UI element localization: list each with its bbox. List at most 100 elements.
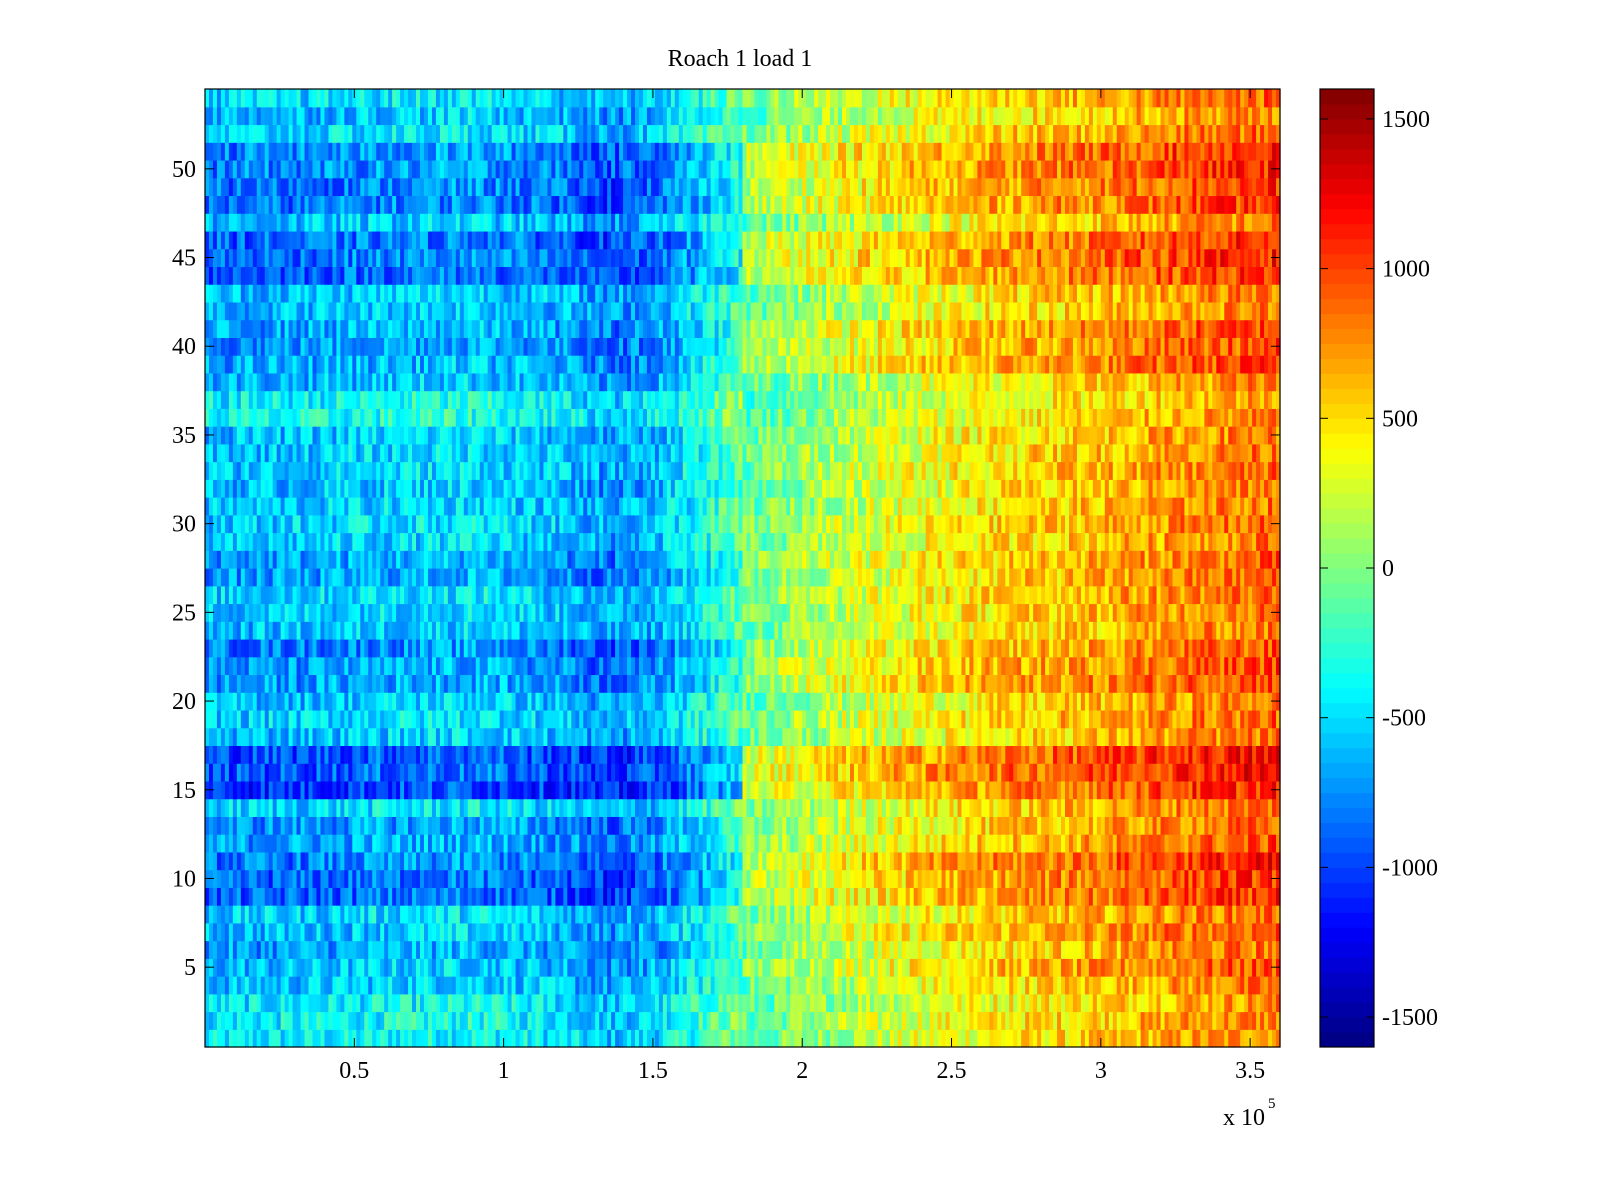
heatmap-cell [324,745,330,764]
heatmap-cell [372,940,377,959]
heatmap-cell [1256,887,1261,906]
heatmap-cell [830,958,835,977]
heatmap-cell [1084,887,1090,906]
heatmap-cell [595,922,600,942]
heatmap-cell [702,709,708,729]
heatmap-cell [806,745,811,764]
heatmap-cell [834,798,839,817]
heatmap-cell [1128,869,1134,888]
heatmap-cell [1156,993,1162,1013]
heatmap-cell [435,976,441,995]
heatmap-cell [925,763,931,782]
heatmap-cell [380,887,385,906]
heatmap-cell [638,745,644,764]
heatmap-cell [969,1029,975,1048]
heatmap-cell [276,834,282,853]
heatmap-cell [786,940,791,959]
heatmap-cell [1017,834,1022,853]
heatmap-cell [352,834,357,853]
heatmap-cell [1256,816,1261,835]
heatmap-cell [750,869,756,888]
heatmap-cell [579,798,584,817]
heatmap-cell [1124,780,1130,800]
heatmap-cell [1072,1011,1078,1030]
heatmap-cell [838,993,843,1013]
heatmap-cell [1061,851,1066,871]
heatmap-cell [670,727,676,747]
heatmap-cell [384,816,389,835]
heatmap-cell [356,958,361,977]
heatmap-cell [443,709,449,729]
heatmap-cell [507,958,513,977]
heatmap-cell [555,869,560,888]
heatmap-cell [607,905,612,924]
heatmap-cell [746,905,752,924]
heatmap-cell [416,727,421,747]
heatmap-cell [1021,976,1026,995]
heatmap-cell [1164,834,1170,853]
heatmap-cell [451,780,457,800]
heatmap-cell [1148,905,1154,924]
heatmap-cell [746,798,752,817]
heatmap-cell [340,816,345,835]
heatmap-cell [754,834,760,853]
heatmap-cell [543,727,549,747]
heatmap-cell [730,976,736,995]
heatmap-cell [1088,993,1094,1013]
heatmap-cell [1009,851,1014,871]
heatmap-cell [1120,763,1126,782]
heatmap-cell [1084,922,1090,942]
heatmap-cell [1037,816,1042,835]
heatmap-cell [455,976,461,995]
heatmap-cell [953,905,959,924]
heatmap-cell [412,869,417,888]
heatmap-cell [420,798,425,817]
heatmap-cell [304,940,310,959]
heatmap-cell [702,993,708,1013]
heatmap-cell [559,816,564,835]
heatmap-cell [1017,958,1022,977]
heatmap-cell [846,922,851,942]
heatmap-cell [997,869,1002,888]
heatmap-cell [842,976,847,995]
heatmap-cell [352,745,357,764]
heatmap-cell [220,851,226,871]
heatmap-cell [264,922,270,942]
heatmap-cell [316,851,322,871]
heatmap-cell [650,816,656,835]
heatmap-cell [1057,905,1062,924]
heatmap-cell [1005,851,1010,871]
heatmap-cell [1248,798,1253,817]
heatmap-cell [376,763,381,782]
heatmap-cell [507,922,513,942]
heatmap-cell [1080,1029,1086,1048]
heatmap-cell [519,798,525,817]
heatmap-cell [400,727,405,747]
heatmap-cell [642,763,648,782]
heatmap-cell [280,976,286,995]
heatmap-cell [917,851,923,871]
heatmap-cell [766,1011,771,1030]
heatmap-cell [1248,976,1253,995]
heatmap-cell [973,887,979,906]
heatmap-cell [304,922,310,942]
heatmap-cell [284,834,290,853]
heatmap-cell [981,976,986,995]
heatmap-cell [1208,851,1213,871]
heatmap-cell [435,922,441,942]
heatmap-cell [853,869,859,888]
heatmap-cell [467,798,473,817]
heatmap-cell [583,763,588,782]
heatmap-cell [491,780,497,800]
heatmap-cell [392,798,397,817]
heatmap-cell [846,727,851,747]
heatmap-cell [571,993,576,1013]
heatmap-cell [1072,851,1078,871]
heatmap-cell [646,709,652,729]
heatmap-cell [1232,887,1237,906]
heatmap-cell [897,958,903,977]
heatmap-cell [1084,816,1090,835]
heatmap-cell [1088,1029,1094,1048]
heatmap-cell [714,1011,720,1030]
heatmap-cell [1005,905,1010,924]
